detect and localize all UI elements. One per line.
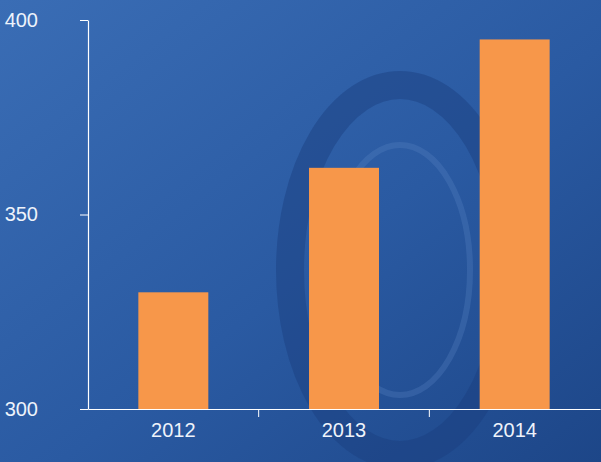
y-tick-label: 350 xyxy=(5,203,38,225)
x-tick-label: 2013 xyxy=(322,419,367,441)
y-tick: 400 xyxy=(5,9,88,31)
y-tick-mark xyxy=(80,215,88,216)
x-tick: 2013 xyxy=(322,409,367,441)
y-tick-mark xyxy=(80,409,88,410)
category-separators xyxy=(259,409,430,417)
background xyxy=(0,0,601,462)
x-tick-label: 2014 xyxy=(492,419,537,441)
bars xyxy=(138,39,549,409)
x-tick: 2012 xyxy=(151,409,196,441)
bar xyxy=(309,168,379,409)
bar xyxy=(138,292,208,409)
background-decoration xyxy=(290,85,510,455)
decor-wheel xyxy=(290,85,510,455)
y-axis-line xyxy=(88,21,89,410)
x-axis: 2012 2013 2014 xyxy=(89,409,601,441)
y-axis: 300 350 400 xyxy=(5,9,89,420)
x-tick: 2014 xyxy=(492,409,537,441)
category-separator xyxy=(429,409,430,417)
y-tick-label: 400 xyxy=(5,9,38,31)
x-axis-line xyxy=(89,409,601,410)
chart: 300 350 400 2012 2013 2014 xyxy=(0,0,601,462)
y-tick-label: 300 xyxy=(5,398,38,420)
y-tick: 350 xyxy=(5,203,88,225)
bar xyxy=(480,39,550,409)
y-tick-mark xyxy=(80,20,88,21)
category-separator xyxy=(258,409,259,417)
y-tick: 300 xyxy=(5,398,88,420)
x-tick-label: 2012 xyxy=(151,419,196,441)
